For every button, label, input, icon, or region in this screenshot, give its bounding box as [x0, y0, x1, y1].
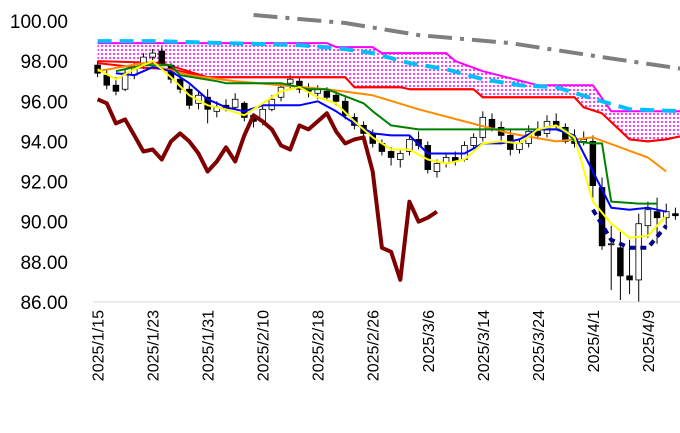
y-tick-label: 88.00 [20, 253, 68, 274]
candle-body [607, 243, 615, 246]
y-tick-label: 100.00 [10, 12, 68, 33]
candle [231, 93, 239, 110]
candle-body [589, 141, 597, 186]
y-tick-label: 94.00 [20, 132, 68, 153]
candle [607, 225, 615, 290]
candle [442, 153, 450, 168]
candle [397, 149, 404, 168]
y-tick-label: 86.00 [20, 293, 68, 314]
y-tick-label: 96.00 [20, 92, 68, 113]
candle-body [598, 187, 606, 247]
candle-body [635, 223, 642, 281]
series-line [115, 64, 658, 205]
candle-body [406, 139, 413, 152]
candle-body [332, 94, 340, 102]
series-line [115, 66, 667, 213]
candle-body [323, 90, 331, 98]
indicator-lines [96, 13, 680, 282]
candle-body [433, 163, 441, 172]
candle-body [644, 209, 652, 227]
candle-body [268, 98, 276, 110]
candle-body [296, 80, 303, 90]
x-tick-label: 2025/3/24 [531, 310, 548, 381]
x-tick-label: 2025/1/31 [201, 310, 218, 381]
cloud-fill [97, 43, 680, 142]
candle [617, 229, 624, 300]
x-tick-label: 2025/2/26 [366, 310, 383, 381]
x-tick-label: 2025/2/10 [256, 310, 273, 381]
candle-body [149, 52, 156, 58]
cloud-span-a-line [97, 42, 680, 113]
candle-body [286, 78, 294, 84]
candle [296, 77, 303, 94]
candle-body [580, 139, 587, 142]
candle-body [653, 211, 661, 219]
x-tick-label: 2025/3/6 [421, 310, 438, 372]
candle [589, 135, 597, 198]
candle-body [617, 247, 624, 277]
series-line [97, 62, 667, 173]
x-tick-label: 2025/4/1 [586, 310, 603, 372]
series-line [253, 13, 680, 71]
candle-body [470, 137, 477, 146]
candle [406, 135, 413, 156]
candle [112, 77, 120, 96]
x-tick-label: 2025/1/23 [146, 310, 163, 381]
series-line [96, 97, 439, 282]
y-tick-label: 92.00 [20, 173, 68, 194]
candle-body [387, 151, 395, 158]
candle-body [231, 98, 239, 108]
candle [635, 213, 642, 302]
cloud-span-b-line [97, 39, 680, 114]
candle-body [397, 153, 404, 160]
candle [672, 207, 679, 220]
candle-body [112, 84, 120, 92]
series-line [97, 60, 667, 239]
candle-body [103, 74, 111, 86]
candle [470, 133, 477, 150]
x-axis-tick-labels: 2025/1/15 2025/1/23 2025/1/31 2025/2/10 2025… [91, 310, 658, 381]
y-tick-label: 90.00 [20, 213, 68, 234]
candle-body [626, 275, 633, 281]
x-tick-label: 2025/2/18 [311, 310, 328, 381]
series-line [591, 208, 668, 250]
x-tick-label: 2025/4/9 [641, 310, 658, 372]
candle-body [534, 130, 542, 136]
candle-body [158, 50, 166, 64]
candle-body [488, 118, 496, 128]
y-tick-label: 98.00 [20, 52, 68, 73]
y-axis-tick-labels: 86.00 88.00 90.00 92.00 94.00 96.00 98.00 100.0… [10, 12, 68, 314]
candle [158, 47, 166, 66]
plot-area [94, 13, 680, 302]
x-tick-label: 2025/3/14 [476, 310, 493, 381]
candle-body [662, 211, 670, 219]
candle-body [94, 64, 101, 74]
candle-body [672, 213, 679, 217]
x-tick-label: 2025/1/15 [91, 310, 108, 381]
